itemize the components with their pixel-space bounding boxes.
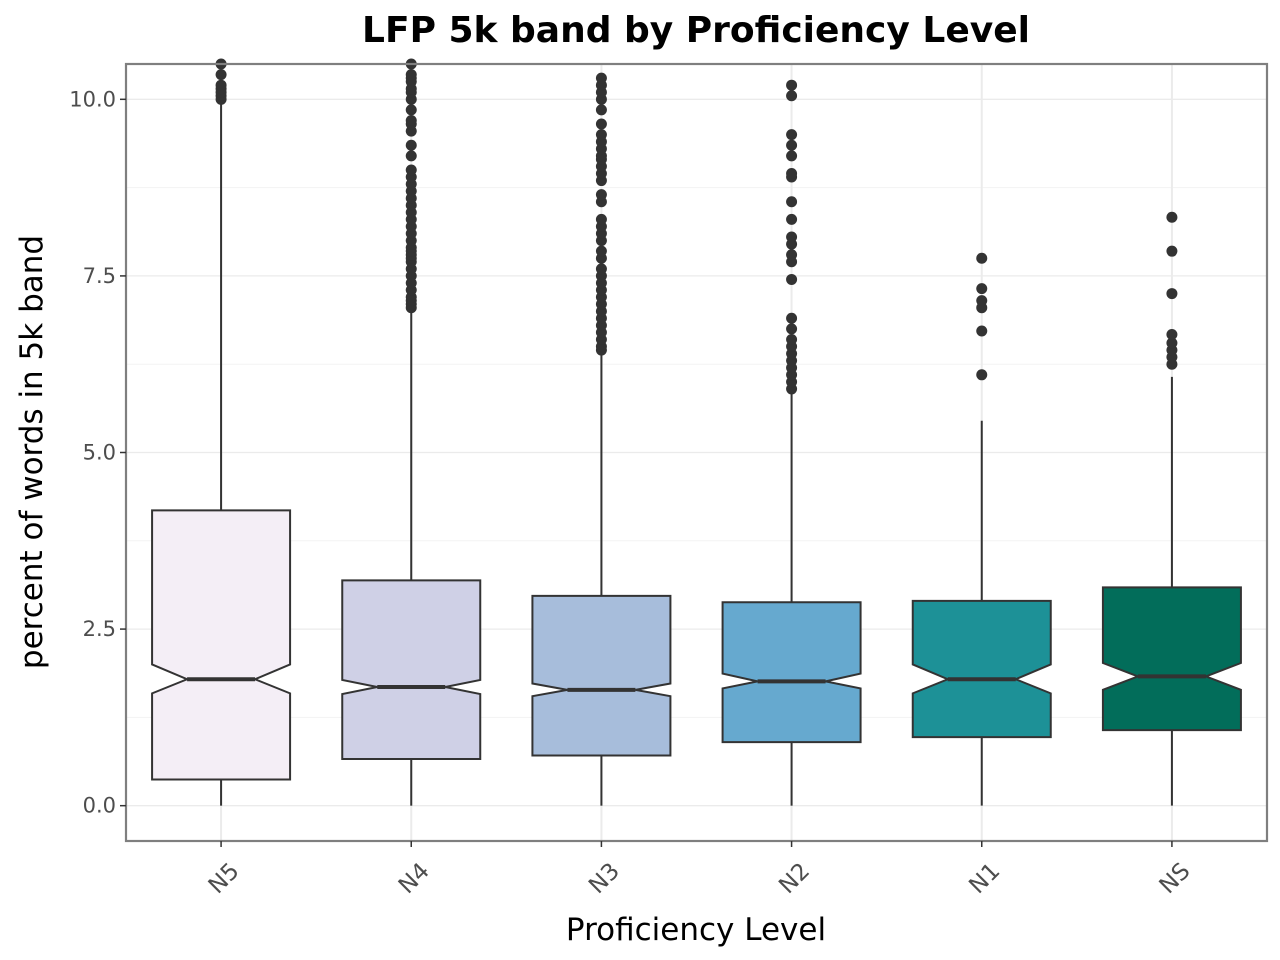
x-tick-label: N1 <box>964 858 1005 899</box>
box-body <box>911 599 1052 739</box>
box-group-n3 <box>531 72 672 806</box>
x-tick-label: N3 <box>584 858 625 899</box>
outlier-point <box>786 150 798 162</box>
outlier-point <box>786 79 798 91</box>
box-layer <box>151 58 1242 806</box>
box-body <box>1101 586 1242 732</box>
x-tick-label: N5 <box>204 858 245 899</box>
outlier-point <box>786 90 798 102</box>
outlier-point <box>595 72 607 84</box>
outlier-point <box>215 69 227 81</box>
outlier-point <box>405 69 417 81</box>
outlier-point <box>1166 211 1178 223</box>
outlier-point <box>786 167 798 179</box>
y-tick-label: 5.0 <box>83 441 116 465</box>
outlier-point <box>595 118 607 130</box>
outlier-point <box>1166 288 1178 300</box>
outlier-point <box>976 369 988 381</box>
outlier-point <box>786 333 798 345</box>
outlier-point <box>786 249 798 261</box>
outlier-point <box>595 129 607 141</box>
x-tick-label: NS <box>1155 858 1196 899</box>
box-group-n4 <box>341 58 482 806</box>
outlier-point <box>976 325 988 337</box>
y-axis-title: percent of words in 5k band <box>14 235 50 669</box>
y-tick-label: 10.0 <box>69 87 116 111</box>
box-group-ns <box>1101 211 1242 806</box>
outlier-point <box>595 104 607 116</box>
outlier-point <box>786 139 798 151</box>
outlier-point <box>786 273 798 285</box>
outlier-point <box>1166 337 1178 349</box>
y-tick-label: 0.0 <box>83 794 116 818</box>
y-tick-label: 7.5 <box>83 264 116 288</box>
outlier-point <box>405 115 417 127</box>
outlier-point <box>405 150 417 162</box>
outlier-point <box>786 196 798 208</box>
chart-title: LFP 5k band by Proficiency Level <box>362 10 1030 51</box>
outlier-point <box>786 213 798 225</box>
outlier-point <box>786 129 798 141</box>
box-body <box>531 594 672 757</box>
outlier-point <box>215 79 227 91</box>
outlier-point <box>595 245 607 257</box>
outlier-point <box>976 252 988 264</box>
box-group-n2 <box>721 79 862 806</box>
box-group-n1 <box>911 252 1052 806</box>
x-tick-label: N2 <box>774 858 815 899</box>
box-body <box>721 601 862 744</box>
outlier-point <box>976 295 988 307</box>
outlier-point <box>786 231 798 243</box>
outlier-point <box>595 263 607 275</box>
y-tick-label: 2.5 <box>83 617 116 641</box>
box-body <box>341 579 482 761</box>
outlier-point <box>595 189 607 201</box>
outlier-point <box>976 283 988 295</box>
outlier-point <box>786 323 798 335</box>
x-tick-label: N4 <box>394 858 435 899</box>
grid-layer <box>126 64 1267 841</box>
outlier-point <box>786 312 798 324</box>
x-axis-title: Proficiency Level <box>566 912 826 948</box>
outlier-point <box>1166 245 1178 257</box>
box-body <box>151 509 292 781</box>
outlier-point <box>1166 329 1178 341</box>
outlier-point <box>595 213 607 225</box>
outlier-point <box>405 164 417 176</box>
box-group-n5 <box>151 58 292 806</box>
outlier-point <box>405 104 417 116</box>
outlier-point <box>405 139 417 151</box>
